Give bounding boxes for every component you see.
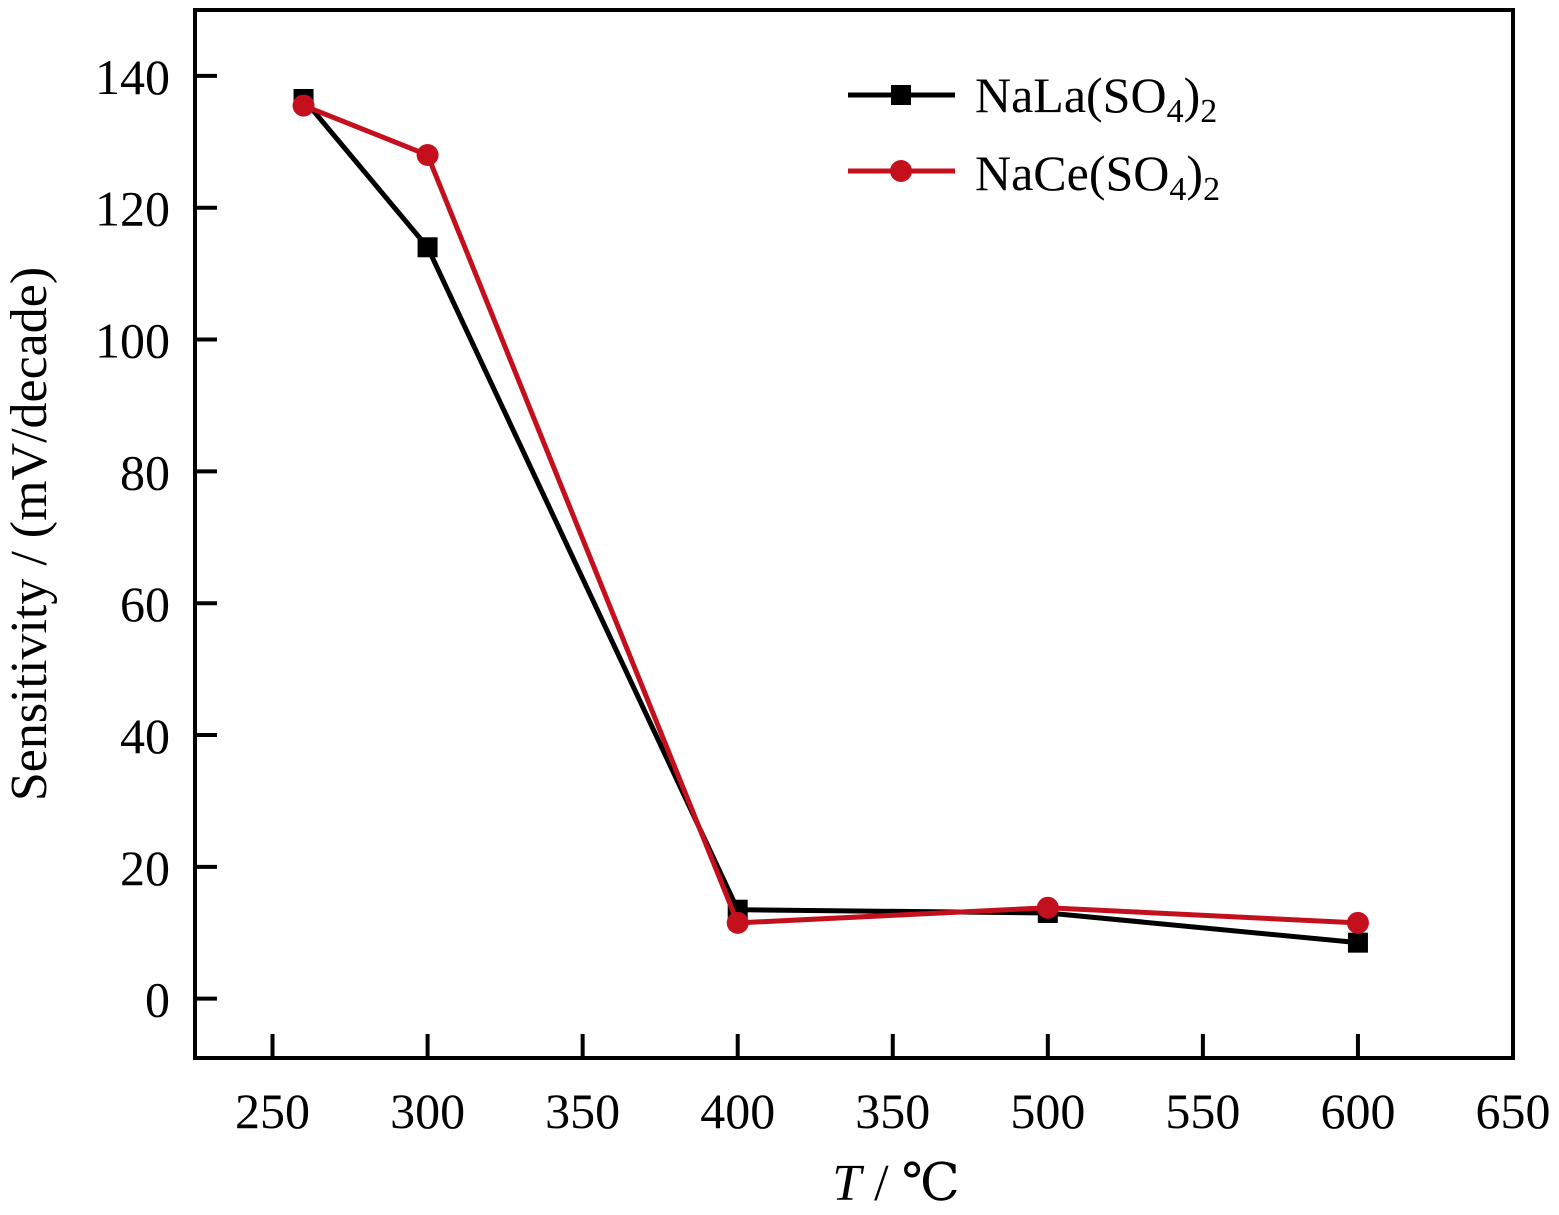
y-tick-label: 40 bbox=[120, 708, 170, 764]
x-tick-label: 500 bbox=[1010, 1083, 1085, 1139]
x-axis-ticks: 250 300 350 400 350 500 550 600 650 bbox=[235, 1034, 1551, 1139]
y-tick-label: 120 bbox=[95, 181, 170, 237]
legend-label-nala-main: NaLa(SO bbox=[975, 67, 1167, 123]
data-point-nace bbox=[726, 911, 749, 934]
y-tick-label: 20 bbox=[120, 840, 170, 896]
legend: NaLa(SO4)2 NaCe(SO4)2 bbox=[848, 67, 1220, 208]
legend-label-nace-sub: 4 bbox=[1169, 171, 1186, 208]
x-tick-label: 300 bbox=[390, 1083, 465, 1139]
y-tick-label: 60 bbox=[120, 576, 170, 632]
data-point-nace bbox=[1036, 896, 1059, 919]
legend-marker-nace bbox=[890, 160, 912, 182]
legend-marker-nala bbox=[891, 85, 911, 105]
data-point-nace bbox=[1346, 911, 1369, 934]
legend-label-nala-sub: 4 bbox=[1167, 93, 1184, 130]
data-point-nala bbox=[1347, 932, 1368, 953]
legend-entry-nala: NaLa(SO4)2 bbox=[848, 67, 1217, 130]
series-line-nace bbox=[302, 103, 1359, 926]
x-axis-unit: / ℃ bbox=[861, 1155, 960, 1210]
legend-label-nala: NaLa(SO4)2 bbox=[975, 67, 1217, 130]
x-tick-label: 650 bbox=[1476, 1083, 1551, 1139]
y-tick-label: 140 bbox=[95, 49, 170, 105]
data-point-nace bbox=[416, 144, 439, 167]
x-tick-label: 350 bbox=[855, 1083, 930, 1139]
y-tick-label: 0 bbox=[145, 972, 170, 1028]
x-tick-label: 350 bbox=[545, 1083, 620, 1139]
legend-label-nace-sub2: 2 bbox=[1203, 171, 1220, 208]
legend-label-nace-close: ) bbox=[1186, 145, 1203, 201]
legend-label-nala-sub2: 2 bbox=[1200, 93, 1217, 130]
y-tick-label: 100 bbox=[95, 313, 170, 369]
legend-label-nace-main: NaCe(SO bbox=[975, 145, 1169, 201]
y-axis-title: Sensitivity / (mV/decade) bbox=[1, 267, 58, 801]
series-line-nala bbox=[301, 97, 1359, 946]
plot-frame bbox=[193, 8, 1515, 1060]
data-point-nace bbox=[292, 94, 315, 117]
x-tick-label: 400 bbox=[700, 1083, 775, 1139]
legend-label-nala-close: ) bbox=[1184, 67, 1201, 123]
legend-entry-nace: NaCe(SO4)2 bbox=[848, 145, 1220, 208]
y-tick-label: 80 bbox=[120, 444, 170, 500]
y-axis-ticks: 0 20 40 60 80 100 120 140 bbox=[95, 49, 217, 1028]
x-tick-label: 550 bbox=[1165, 1083, 1240, 1139]
x-axis-variable: T bbox=[832, 1155, 864, 1210]
x-tick-label: 600 bbox=[1320, 1083, 1395, 1139]
x-tick-label: 250 bbox=[235, 1083, 310, 1139]
x-axis-title: T / ℃ bbox=[832, 1155, 960, 1210]
legend-label-nace: NaCe(SO4)2 bbox=[975, 145, 1220, 208]
series-layer bbox=[292, 88, 1369, 953]
data-point-nala bbox=[417, 237, 438, 258]
